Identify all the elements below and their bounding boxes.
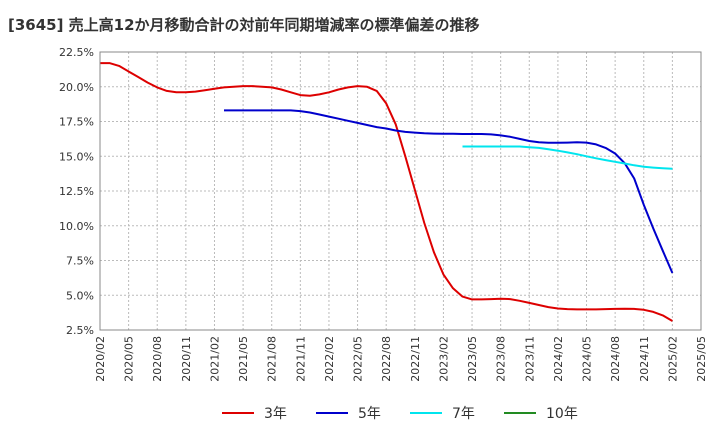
x-tick-label: 2022/11 bbox=[409, 336, 422, 382]
legend-label-3: 10年 bbox=[546, 406, 578, 422]
series-line-1 bbox=[224, 109, 674, 274]
y-tick-label: 7.5% bbox=[66, 255, 94, 268]
legend-label-2: 7年 bbox=[452, 406, 475, 422]
y-tick-label: 22.5% bbox=[59, 46, 94, 59]
legend-label-1: 5年 bbox=[358, 406, 381, 422]
x-tick-label: 2020/08 bbox=[151, 336, 164, 382]
y-axis-ticks: 2.5% 5.0% 7.5% 10.0% 12.5% 15.0% 17.5% 20.0% 22.… bbox=[59, 46, 94, 337]
x-tick-label: 2022/02 bbox=[323, 336, 336, 382]
plot-frame bbox=[99, 51, 702, 331]
x-tick-label: 2025/05 bbox=[695, 336, 708, 382]
x-tick-label: 2021/02 bbox=[208, 336, 221, 382]
x-tick-label: 2024/05 bbox=[581, 336, 594, 382]
x-tick-label: 2022/05 bbox=[352, 336, 365, 382]
x-axis-ticks: 2020/02 2020/05 2020/08 2020/11 2021/02 2021/… bbox=[94, 336, 708, 382]
x-tick-label: 2023/02 bbox=[437, 336, 450, 382]
y-tick-label: 15.0% bbox=[59, 150, 94, 163]
series-line-0 bbox=[100, 62, 673, 322]
y-tick-label: 20.0% bbox=[59, 81, 94, 94]
x-tick-label: 2023/05 bbox=[466, 336, 479, 382]
x-tick-label: 2024/08 bbox=[609, 336, 622, 382]
y-tick-label: 2.5% bbox=[66, 324, 94, 337]
legend-label-0: 3年 bbox=[264, 406, 287, 422]
x-tick-label: 2023/08 bbox=[495, 336, 508, 382]
grid-lines bbox=[99, 51, 702, 331]
x-tick-label: 2024/11 bbox=[638, 336, 651, 382]
legend: 3年 5年 7年 10年 bbox=[222, 406, 578, 422]
x-tick-label: 2024/02 bbox=[552, 336, 565, 382]
x-tick-label: 2022/08 bbox=[380, 336, 393, 382]
x-tick-label: 2020/05 bbox=[123, 336, 136, 382]
series-line-2 bbox=[462, 145, 673, 170]
x-tick-label: 2025/02 bbox=[666, 336, 679, 382]
y-tick-label: 12.5% bbox=[59, 185, 94, 198]
x-tick-label: 2020/11 bbox=[180, 336, 193, 382]
x-tick-label: 2021/11 bbox=[294, 336, 307, 382]
series-lines bbox=[100, 62, 674, 322]
x-tick-label: 2021/08 bbox=[266, 336, 279, 382]
chart-title: [3645] 売上高12か月移動合計の対前年同期増減率の標準偏差の推移 bbox=[8, 16, 480, 34]
x-tick-label: 2021/05 bbox=[237, 336, 250, 382]
x-tick-label: 2023/11 bbox=[523, 336, 536, 382]
x-tick-label: 2020/02 bbox=[94, 336, 107, 382]
y-tick-label: 10.0% bbox=[59, 220, 94, 233]
y-tick-label: 17.5% bbox=[59, 116, 94, 129]
y-tick-label: 5.0% bbox=[66, 289, 94, 302]
